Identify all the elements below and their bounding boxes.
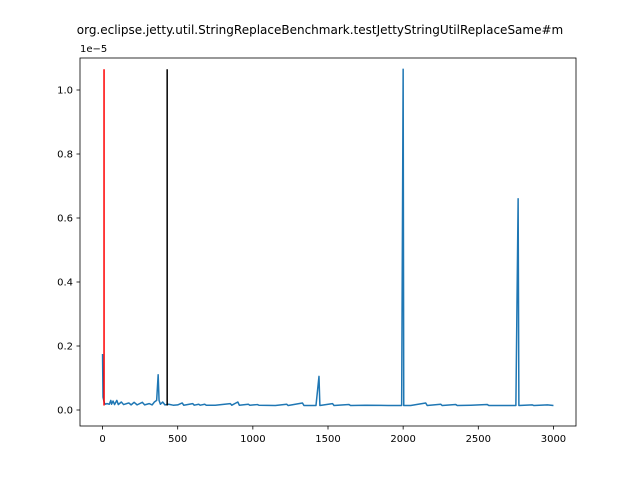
plot-content (101, 68, 554, 407)
y-tick-label-3: 0.6 (57, 214, 73, 225)
y-tick-label-0: 0.0 (57, 406, 73, 417)
axes: 0 500 1000 1500 2000 2500 3000 0.0 0.2 0.4 0.6 0.8 1… (57, 57, 577, 445)
x-tick-label-2: 1000 (240, 434, 265, 445)
chart-title: org.eclipse.jetty.util.StringReplaceBenc… (77, 23, 563, 37)
x-tick-label-5: 2500 (466, 434, 491, 445)
y-axis-offset-text: 1e−5 (80, 44, 107, 55)
x-tick-label-0: 0 (99, 434, 105, 445)
y-tick-label-5: 1.0 (57, 86, 73, 97)
x-tick-label-1: 500 (168, 434, 187, 445)
x-tick-label-3: 1500 (315, 434, 340, 445)
y-tick-label-1: 0.2 (57, 342, 73, 353)
y-tick-label-4: 0.8 (57, 150, 73, 161)
x-tick-label-4: 2000 (390, 434, 415, 445)
x-tick-label-6: 3000 (541, 434, 566, 445)
plot-area (101, 68, 554, 407)
y-tick-label-2: 0.4 (57, 278, 73, 289)
series-line-0 (101, 68, 554, 407)
